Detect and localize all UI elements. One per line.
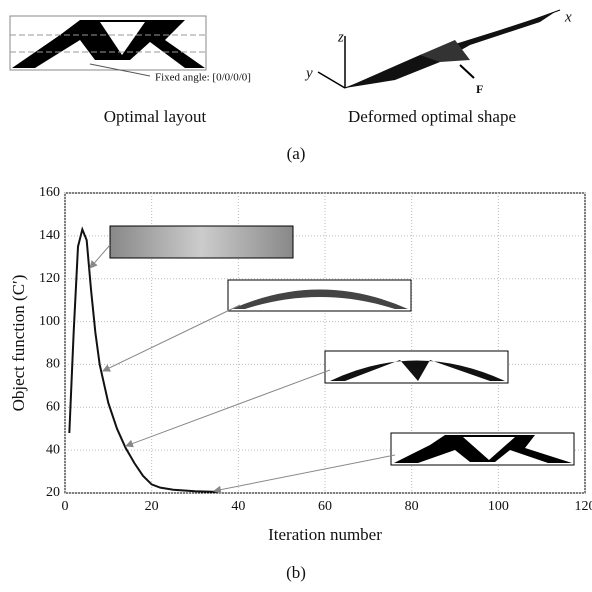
annotation: Fixed angle: [0/0/0/0]	[155, 72, 251, 84]
force-label: F	[476, 82, 483, 96]
y-tick-label: 60	[46, 400, 60, 415]
x-tick-label: 0	[62, 499, 69, 514]
y-tick-label: 20	[46, 485, 60, 500]
y-tick-label: 40	[46, 442, 60, 457]
caption: Optimal layout	[104, 107, 207, 126]
x-tick-label: 100	[488, 499, 509, 514]
y-tick-label: 140	[39, 228, 60, 243]
x-tick-label: 20	[145, 499, 159, 514]
x-tick-label: 80	[405, 499, 419, 514]
caption: Deformed optimal shape	[348, 107, 516, 126]
y-tick-label: 80	[46, 357, 60, 372]
deformed-shape-image	[318, 10, 560, 88]
x-axis-label: Iteration number	[268, 525, 382, 544]
subfigure-label: (a)	[287, 144, 306, 163]
axis-letter: x	[564, 9, 572, 25]
y-axis-label: Object function (C′)	[9, 275, 28, 412]
axis-letter: y	[304, 65, 313, 81]
axis-letter: z	[337, 29, 344, 45]
y-tick-label: 100	[39, 314, 60, 329]
x-tick-label: 60	[318, 499, 332, 514]
figure: Fixed angle: [0/0/0/0] z x y F Optimal l…	[0, 0, 592, 587]
y-tick-label: 160	[39, 185, 60, 200]
y-tick-label: 120	[39, 271, 60, 286]
x-tick-label: 120	[575, 499, 592, 514]
subfigure-label: (b)	[286, 563, 306, 582]
optimal-layout-image	[10, 16, 206, 76]
x-tick-label: 40	[231, 499, 245, 514]
